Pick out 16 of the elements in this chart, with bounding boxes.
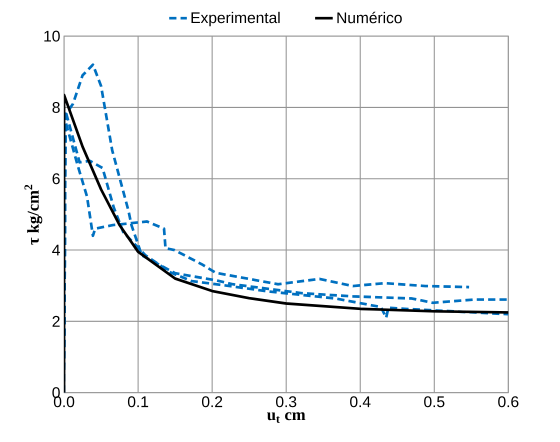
legend-label: Experimental xyxy=(192,12,280,26)
x-tick-label: 0.1 xyxy=(128,396,148,408)
x-tick-label: 0.4 xyxy=(350,396,371,408)
x-tick-label: 0.5 xyxy=(424,396,444,408)
y-tick-label: 8 xyxy=(52,102,60,113)
y-tick-label: 4 xyxy=(52,244,60,256)
legend-label: Numérico xyxy=(337,12,402,24)
x-tick-label: 0.3 xyxy=(276,396,296,408)
x-tick-label: 0.6 xyxy=(498,396,518,408)
x-tick-label: 0.2 xyxy=(202,396,222,408)
y-tick-label: 2 xyxy=(52,316,60,327)
x-axis-title: u$_{t}$ cm xyxy=(267,412,306,423)
y-tick-label: 10 xyxy=(44,30,60,42)
y-axis-title: τ kg/cm$^{2}$ xyxy=(24,184,42,245)
x-tick-label: 0.0 xyxy=(54,396,74,408)
y-tick-label: 6 xyxy=(52,173,60,184)
